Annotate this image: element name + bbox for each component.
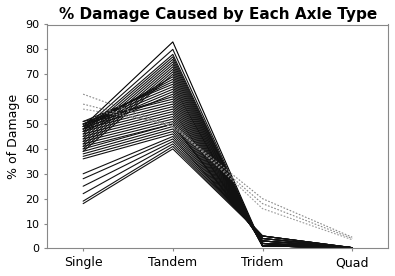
Title: % Damage Caused by Each Axle Type: % Damage Caused by Each Axle Type [58, 7, 377, 22]
Y-axis label: % of Damage: % of Damage [7, 94, 20, 179]
